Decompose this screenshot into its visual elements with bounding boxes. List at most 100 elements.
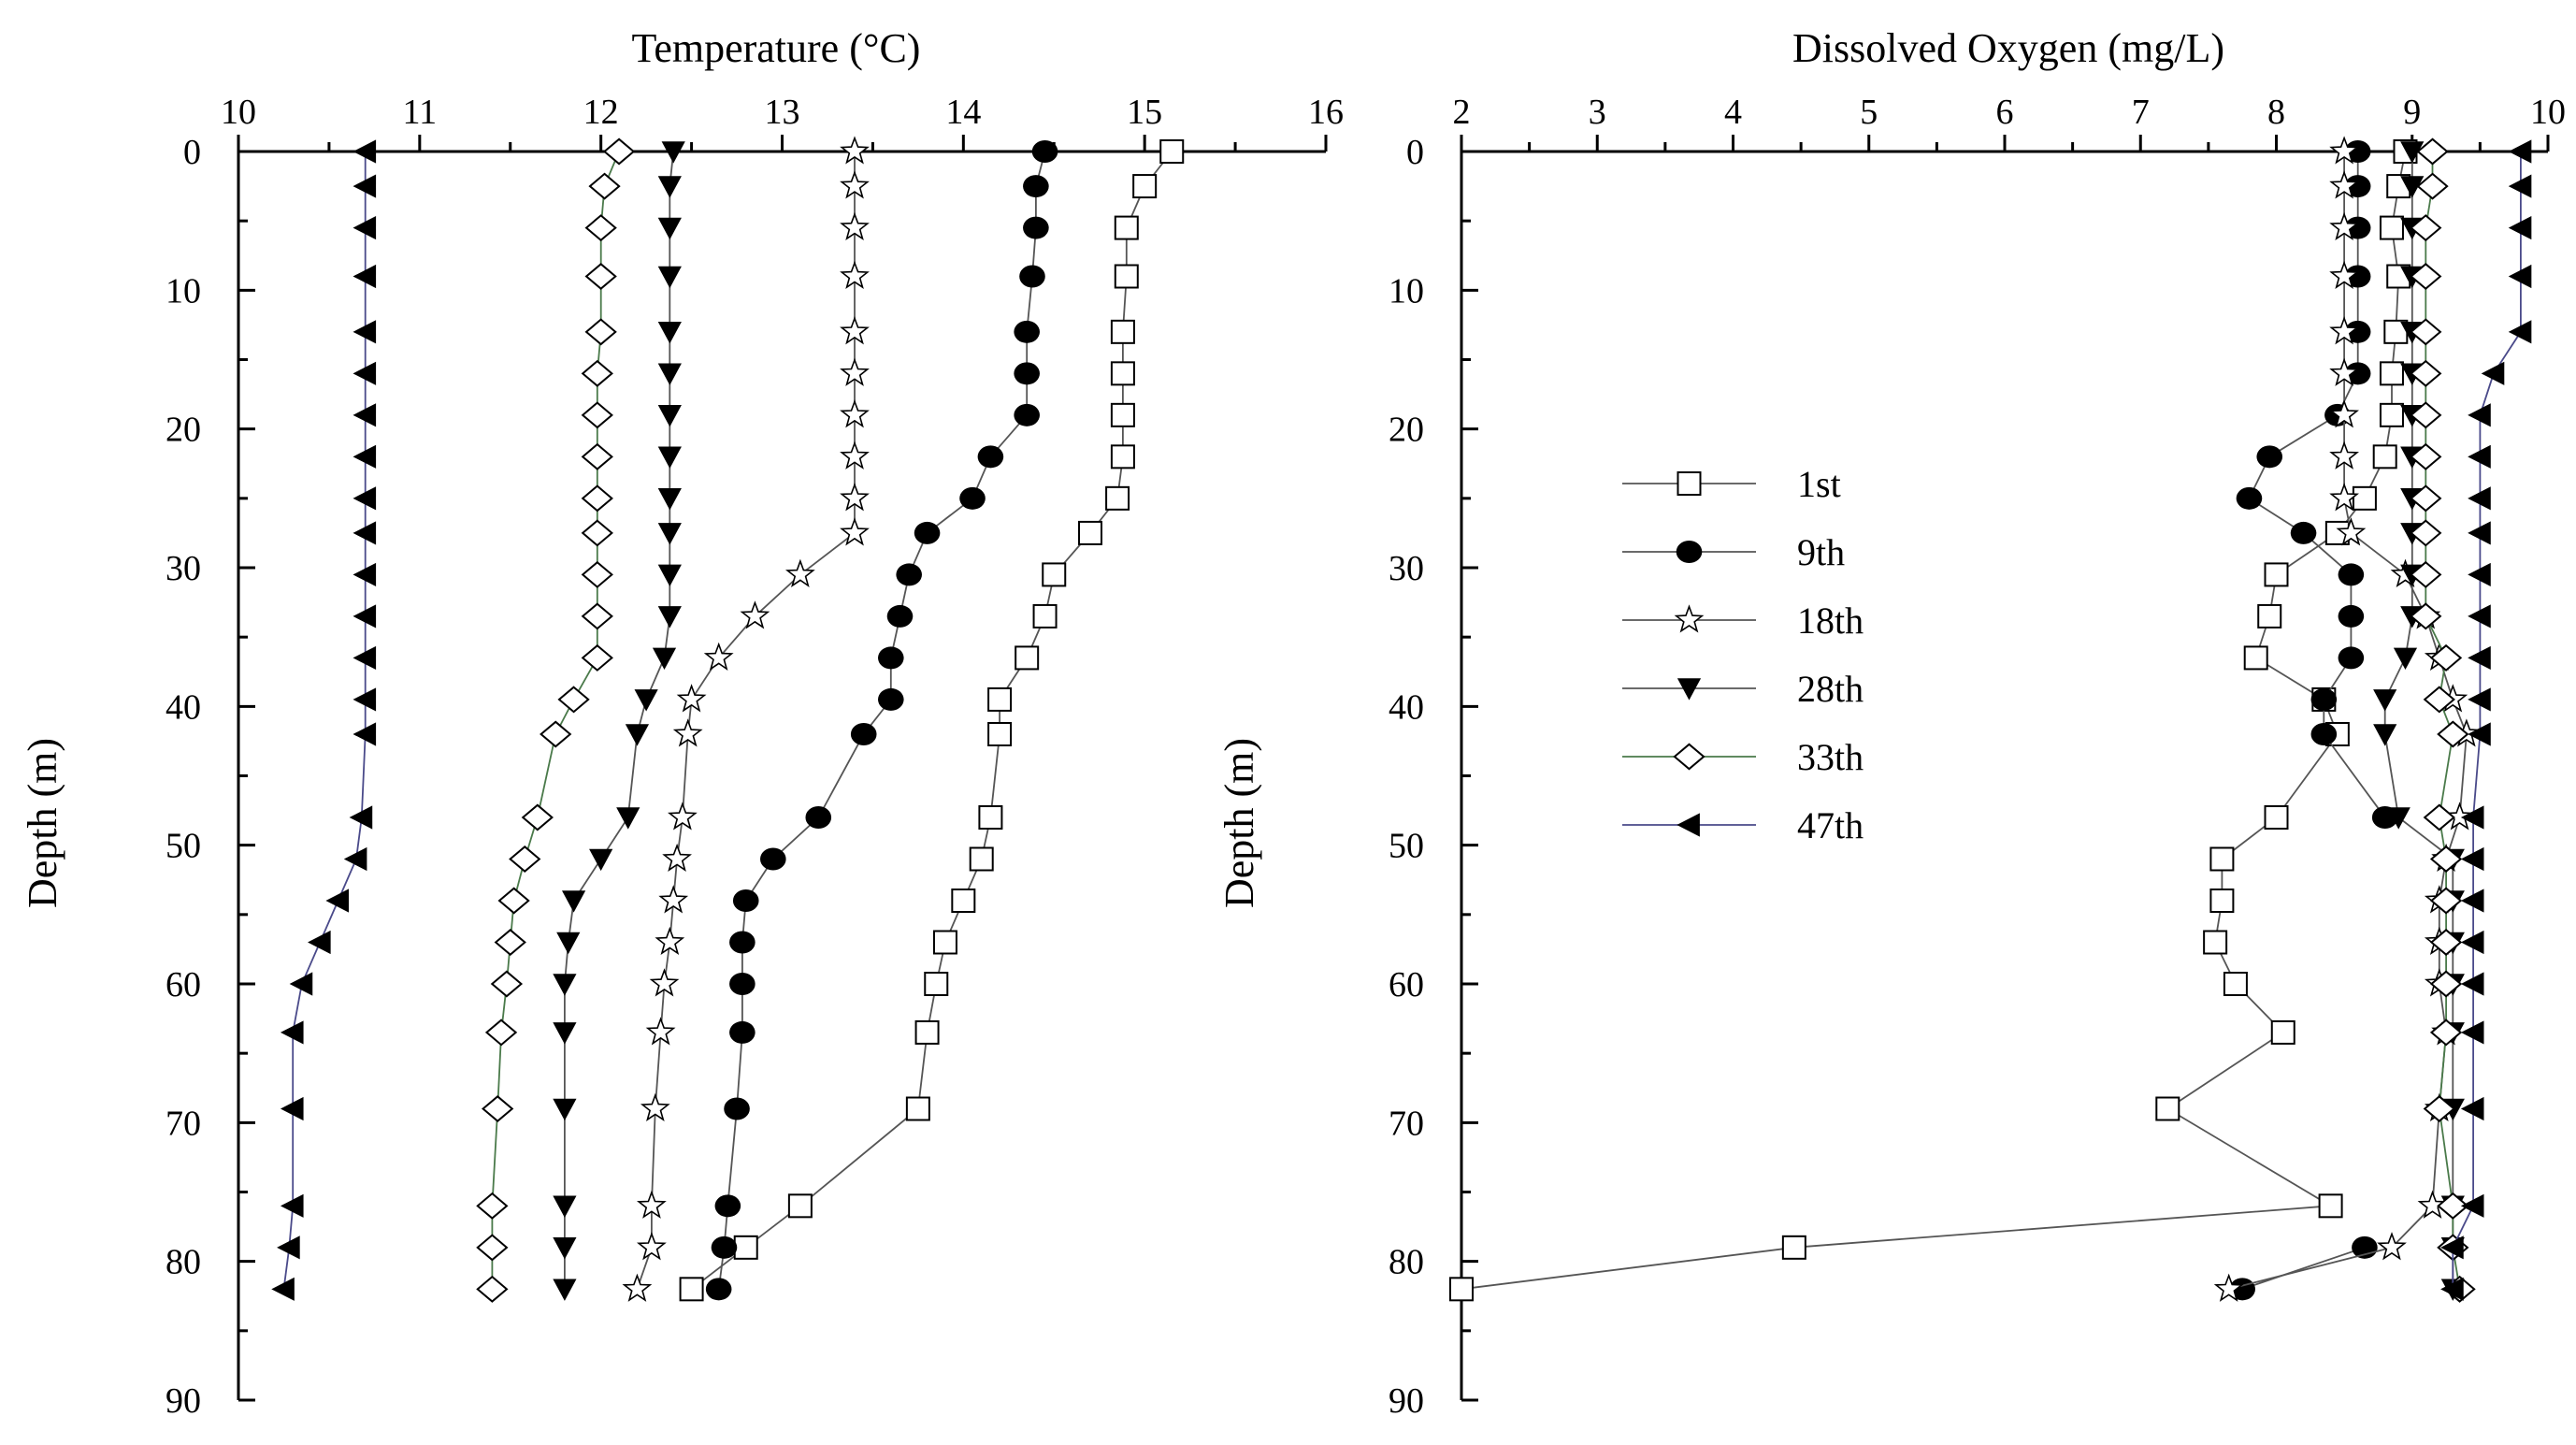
data-point: [2460, 1096, 2484, 1121]
data-point: [1031, 140, 1058, 163]
y-tick-label: 30: [165, 549, 201, 588]
data-point: [2416, 137, 2449, 166]
y-tick-label: 0: [183, 133, 201, 172]
data-point: [2440, 1235, 2464, 1260]
data-point: [1132, 174, 1158, 199]
data-point: [581, 442, 613, 470]
data-point: [2329, 441, 2359, 470]
data-point: [2460, 1020, 2484, 1045]
data-point: [602, 137, 636, 166]
data-point: [540, 720, 572, 748]
data-point: [969, 846, 994, 872]
data-point: [581, 602, 613, 630]
legend: 1st 9th 18th 28th 33th 47th: [1622, 463, 1864, 846]
data-point: [476, 1192, 509, 1220]
data-point: [2338, 604, 2365, 628]
data-point: [353, 604, 377, 629]
y-tick-label: 60: [1389, 965, 1424, 1004]
data-point: [2468, 722, 2491, 746]
data-point: [2257, 603, 2282, 629]
y-tick-label: 60: [165, 965, 201, 1004]
y-tick-label: 20: [165, 411, 201, 450]
data-point: [2410, 519, 2442, 547]
data-point: [2429, 845, 2463, 874]
x-tick-label: 4: [1724, 93, 1742, 132]
data-point: [476, 1275, 509, 1303]
x-tick-label: 3: [1589, 93, 1606, 132]
data-point: [271, 1277, 295, 1301]
data-point: [2338, 646, 2365, 670]
data-point: [657, 266, 682, 289]
data-point: [280, 1096, 304, 1121]
series-28th: [553, 141, 685, 1301]
series-33th: [476, 137, 636, 1303]
data-point: [2410, 401, 2442, 429]
data-point: [2468, 562, 2491, 587]
data-point: [2264, 805, 2289, 830]
data-point: [2460, 930, 2484, 955]
series-line: [2228, 152, 2468, 1291]
data-point: [2429, 928, 2463, 957]
data-point: [589, 848, 613, 872]
data-point: [2386, 807, 2411, 830]
y-tick-label: 90: [1389, 1381, 1424, 1421]
data-point: [2423, 803, 2455, 831]
data-point: [787, 1193, 813, 1219]
data-point: [2329, 260, 2359, 289]
data-point: [2352, 485, 2377, 511]
data-point: [657, 322, 682, 344]
data-point: [308, 930, 331, 955]
data-point: [553, 1237, 577, 1260]
data-point: [1023, 216, 1049, 239]
x-tick-label: 7: [2132, 93, 2150, 132]
data-point: [1449, 1277, 1474, 1302]
data-point: [711, 1235, 738, 1259]
data-point: [509, 845, 541, 874]
data-point: [2410, 442, 2442, 470]
data-point: [2290, 521, 2317, 544]
data-point: [2329, 136, 2359, 165]
legend-marker: [1676, 541, 1703, 563]
data-point: [2379, 361, 2404, 386]
data-point: [2508, 215, 2532, 240]
data-point: [2410, 214, 2442, 242]
data-point: [760, 847, 786, 871]
data-point: [2468, 521, 2491, 545]
data-point: [2377, 1232, 2407, 1261]
series-33th: [2410, 137, 2476, 1303]
data-point: [2310, 723, 2338, 745]
legend-label: 18th: [1797, 600, 1864, 642]
data-point: [662, 843, 692, 872]
data-point: [353, 139, 377, 164]
data-point: [2423, 1094, 2455, 1123]
data-point: [905, 1096, 930, 1121]
data-point: [2318, 1193, 2343, 1219]
data-point: [2373, 689, 2397, 712]
data-point: [2336, 517, 2367, 546]
data-point: [616, 807, 640, 830]
y-tick-label: 10: [165, 271, 201, 311]
data-point: [649, 968, 680, 997]
data-point: [553, 1195, 577, 1218]
data-point: [2243, 645, 2268, 671]
y-tick-label: 30: [1389, 549, 1424, 588]
data-point: [581, 560, 613, 588]
series-9th: [705, 140, 1058, 1301]
panel-oxygen: Dissolved Oxygen (mg/L) Depth (m) 2 3 4 5 6 7…: [1216, 25, 2566, 1421]
y-tick-label: 50: [165, 827, 201, 866]
data-point: [840, 260, 870, 289]
data-point: [1110, 361, 1135, 386]
data-point: [1014, 403, 1040, 426]
legend-label: 28th: [1797, 668, 1864, 710]
data-point: [325, 889, 350, 913]
x-tick-label: 6: [1996, 93, 2014, 132]
data-point: [2460, 846, 2484, 872]
data-point: [657, 488, 682, 511]
legend-item-47th: 47th: [1622, 804, 1864, 846]
data-point: [932, 930, 957, 955]
data-point: [2508, 174, 2532, 198]
y-tick-label: 80: [1389, 1243, 1424, 1282]
y-tick-label: 80: [165, 1243, 201, 1282]
data-point: [277, 1235, 300, 1260]
data-point: [805, 806, 832, 829]
